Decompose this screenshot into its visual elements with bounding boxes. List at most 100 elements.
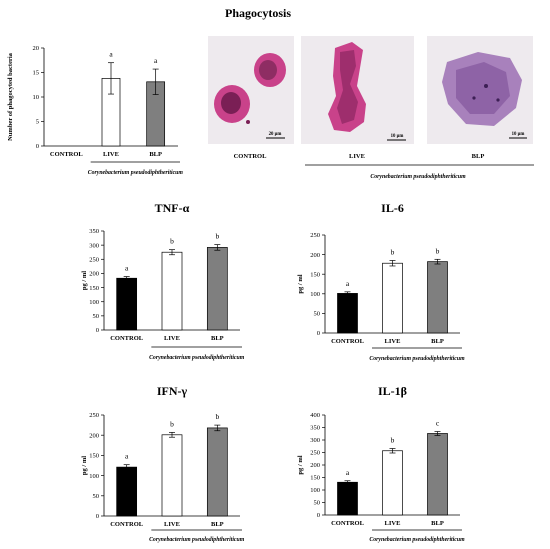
y-tick-label: 150 <box>89 453 99 460</box>
chart-il-1-beta: IL-1β pg / ml 0 50 100 150 200 250 300 350 400 a CON… <box>297 384 465 543</box>
bar-control <box>116 277 138 331</box>
chart-il-6: IL-6 pg / ml 0 50 100 150 200 250 a CONTROL b LIVE b… <box>297 201 465 362</box>
y-axis-label: pg / ml <box>81 456 88 475</box>
bar-blp <box>427 433 448 516</box>
y-tick-label: 150 <box>310 271 320 278</box>
x-tick-label: LIVE <box>385 338 401 345</box>
micrograph-label: LIVE <box>349 153 365 160</box>
chart-phagocytosis: Number of phagocyted bacteria 0 5 10 15 20 CON… <box>7 45 183 176</box>
y-axis-label: Number of phagocyted bacteria <box>7 52 14 141</box>
bar-live <box>382 262 403 334</box>
significance-letter: b <box>391 436 395 445</box>
species-label: Corynebacterium pseudodiphtheriticum <box>369 356 465 362</box>
bar-live <box>161 434 183 517</box>
species-label: Corynebacterium pseudodiphtheriticum <box>149 355 245 361</box>
chart-title: TNF-α <box>155 201 190 215</box>
bar-live <box>382 450 403 516</box>
y-axis-label: pg / ml <box>81 271 88 290</box>
x-tick-label: BLP <box>149 151 162 158</box>
y-tick-label: 300 <box>89 242 99 249</box>
y-tick-label: 150 <box>310 475 320 482</box>
y-tick-label: 50 <box>314 311 321 318</box>
y-tick-label: 250 <box>310 232 320 239</box>
chart-title: IFN-γ <box>157 384 188 398</box>
x-tick-label: BLP <box>431 338 444 345</box>
macrophage-blp-micrograph-icon <box>442 52 522 126</box>
y-tick-label: 100 <box>89 299 99 306</box>
x-tick-label: LIVE <box>164 521 180 528</box>
chart-ifn-gamma: IFN-γ pg / ml 0 50 100 150 200 250 a CONTROL b LIVE… <box>81 384 245 543</box>
y-tick-label: 0 <box>317 512 320 519</box>
species-label: Corynebacterium pseudodiphtheriticum <box>149 537 245 543</box>
bar-blp <box>206 247 228 331</box>
y-tick-label: 250 <box>89 256 99 263</box>
y-tick-label: 200 <box>89 271 99 278</box>
y-axis-label: pg / ml <box>297 455 304 474</box>
significance-letter: b <box>436 246 440 255</box>
bar-live <box>161 251 183 331</box>
y-tick-label: 0 <box>317 330 320 337</box>
x-tick-label: LIVE <box>164 335 180 342</box>
significance-letter: a <box>125 452 129 461</box>
y-tick-label: 200 <box>310 462 320 469</box>
micrograph-label: CONTROL <box>234 153 268 160</box>
x-tick-label: LIVE <box>103 151 119 158</box>
y-tick-label: 0 <box>96 513 99 520</box>
y-tick-label: 350 <box>89 228 99 235</box>
x-tick-label: CONTROL <box>50 151 84 158</box>
scalebar-label: 10 μm <box>512 132 525 137</box>
y-tick-label: 0 <box>36 143 39 150</box>
y-tick-label: 200 <box>89 432 99 439</box>
bar-control <box>337 481 358 516</box>
micrograph-control: 20 μm <box>208 36 294 144</box>
significance-letter: a <box>346 279 350 288</box>
significance-letter: b <box>215 412 219 421</box>
y-tick-label: 50 <box>93 493 100 500</box>
y-tick-label: 100 <box>310 291 320 298</box>
y-tick-label: 15 <box>33 70 40 77</box>
significance-letter: b <box>170 237 174 246</box>
significance-letter: b <box>170 419 174 428</box>
y-tick-label: 0 <box>96 327 99 334</box>
bar-control <box>337 293 358 334</box>
y-tick-label: 350 <box>310 425 320 432</box>
y-tick-label: 250 <box>89 412 99 419</box>
y-tick-label: 100 <box>89 473 99 480</box>
significance-letter: a <box>125 264 129 273</box>
x-tick-label: BLP <box>211 521 224 528</box>
y-tick-label: 20 <box>33 45 40 52</box>
micrograph-live: 10 μm <box>301 36 414 144</box>
chart-title: IL-1β <box>378 384 407 398</box>
x-tick-label: BLP <box>431 520 444 527</box>
y-tick-label: 300 <box>310 437 320 444</box>
macrophage-micrograph-icon <box>214 53 286 124</box>
x-tick-label: CONTROL <box>110 335 144 342</box>
x-tick-label: CONTROL <box>110 521 144 528</box>
y-tick-label: 50 <box>314 500 321 507</box>
species-label: Corynebacterium pseudodiphtheriticum <box>369 537 465 543</box>
scalebar-label: 10 μm <box>391 134 404 139</box>
macrophage-live-bacteria-micrograph-icon <box>328 42 366 132</box>
significance-letter: a <box>109 50 113 59</box>
y-tick-label: 100 <box>310 487 320 494</box>
bar-blp <box>427 261 448 334</box>
y-tick-label: 250 <box>310 450 320 457</box>
y-tick-label: 150 <box>89 285 99 292</box>
micrograph-blp: 10 μm <box>427 36 533 144</box>
chart-tnf-alpha: TNF-α pg / ml 0 50 100 150 200 250 300 350 a CONTRO… <box>81 201 245 361</box>
y-tick-label: 400 <box>310 412 320 419</box>
y-axis-label: pg / ml <box>297 274 304 293</box>
micrograph-label: BLP <box>472 153 485 160</box>
y-tick-label: 5 <box>36 119 39 126</box>
micrograph-species-label: Corynebacterium pseudodiphtheriticum <box>370 174 466 180</box>
bar-blp <box>206 427 228 517</box>
chart-title: IL-6 <box>381 201 404 215</box>
y-tick-label: 10 <box>33 94 40 101</box>
species-label: Corynebacterium pseudodiphtheriticum <box>88 170 184 176</box>
y-tick-label: 50 <box>93 313 100 320</box>
scalebar-label: 20 μm <box>269 132 282 137</box>
significance-letter: b <box>215 232 219 241</box>
x-tick-label: BLP <box>211 335 224 342</box>
significance-letter: c <box>436 419 440 428</box>
